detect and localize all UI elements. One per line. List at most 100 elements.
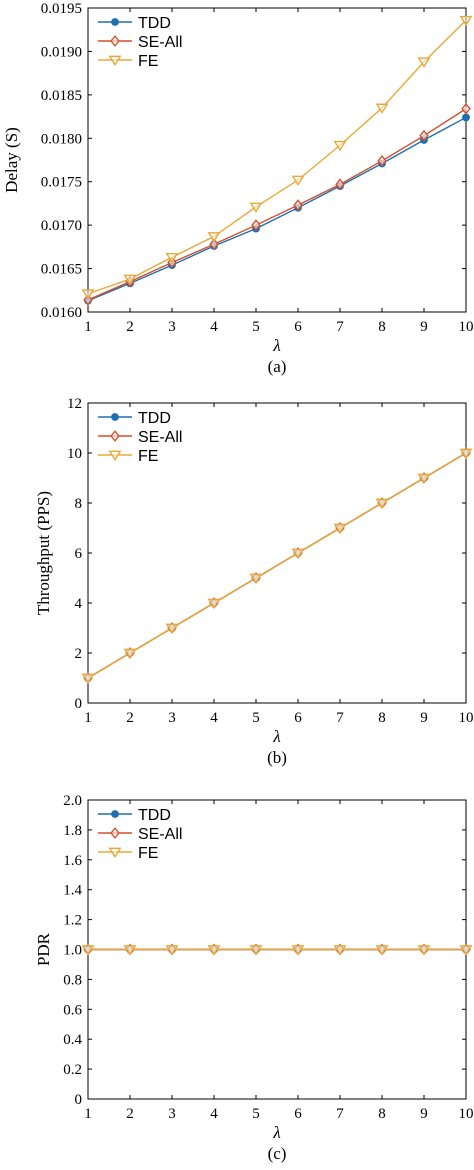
y-tick-label: 1.2: [63, 913, 82, 929]
data-point-fe: [165, 945, 179, 956]
x-tick-label: 6: [294, 710, 302, 726]
panel-caption: (b): [267, 748, 287, 767]
x-axis-label: λ: [272, 336, 280, 355]
series-fe: [81, 448, 473, 685]
data-point-se-all: [209, 238, 219, 251]
data-point-fe: [123, 945, 137, 956]
series-line-fe: [87, 452, 467, 679]
y-axis-label: PDR: [34, 932, 53, 966]
x-tick-label: 5: [252, 319, 260, 335]
y-tick-label: 1.0: [63, 943, 82, 959]
chart-panel-1: 1 2 3 4 5 6 7 8 9 10 0.0160 0.0165 0.0170 0.0175 0.018…: [2, 1, 474, 376]
legend-marker: [108, 450, 122, 462]
data-point-fe: [459, 448, 473, 460]
series-line-tdd: [87, 116, 467, 302]
data-point-se-all: [461, 102, 471, 115]
x-tick-label: 9: [420, 1106, 428, 1122]
y-tick-label: 0.2: [63, 1062, 82, 1078]
y-tick-label: 8: [75, 496, 83, 512]
y-tick-label: 2: [75, 646, 83, 662]
y-tick-label: 12: [67, 396, 82, 412]
data-point-fe: [291, 548, 305, 560]
legend-marker: [111, 810, 119, 818]
x-tick-label: 9: [420, 710, 428, 726]
plot-frame: [87, 7, 467, 313]
x-tick-label: 3: [168, 1106, 176, 1122]
data-point-tdd: [462, 113, 470, 122]
legend-marker: [110, 827, 120, 839]
y-axis-label: Delay (S): [2, 127, 21, 193]
data-point-fe: [459, 945, 473, 956]
data-point-fe: [123, 648, 137, 660]
x-tick-label: 8: [378, 1106, 386, 1122]
x-tick-label: 4: [210, 319, 218, 335]
y-axis-label: Throughput (PPS): [34, 491, 53, 615]
legend-marker: [108, 847, 122, 859]
data-point-fe: [375, 103, 389, 114]
data-point-fe: [81, 673, 95, 685]
y-tick-label: 0.0165: [41, 262, 82, 278]
y-tick-label: 1.6: [63, 853, 82, 869]
y-tick-label: 1.8: [63, 823, 82, 839]
x-tick-label: 6: [294, 319, 302, 335]
panel-caption: (a): [268, 357, 287, 376]
y-tick-label: 1.4: [63, 883, 82, 899]
data-point-se-all: [377, 154, 387, 167]
legend-label: SE-All: [138, 826, 182, 843]
data-point-fe: [207, 598, 221, 610]
x-tick-label: 1: [84, 319, 92, 335]
series-fe: [81, 15, 473, 300]
series-se-all: [83, 102, 471, 306]
legend: TDD SE-All FE: [98, 15, 182, 70]
y-tick-label: 0.0180: [41, 131, 82, 147]
x-tick-label: 6: [294, 1106, 302, 1122]
x-tick-label: 1: [84, 1106, 92, 1122]
legend: TDD SE-All FE: [98, 807, 182, 862]
series-line-fe: [87, 19, 467, 295]
x-tick-label: 3: [168, 319, 176, 335]
data-point-se-all: [251, 219, 261, 232]
x-tick-label: 1: [84, 710, 92, 726]
legend-label: SE-All: [138, 429, 182, 446]
data-point-fe: [375, 498, 389, 510]
y-tick-label: 0.0170: [41, 218, 82, 234]
chart-panel-3: 1 2 3 4 5 6 7 8 9 10 0 0.2 0.4 0.6 0.8 1.0 1.2 1.4 1.6 1.8 2…: [34, 793, 474, 1163]
y-tick-label: 2.0: [63, 793, 82, 809]
data-point-se-all: [83, 293, 93, 306]
y-tick-label: 0.0175: [41, 175, 82, 191]
data-point-fe: [333, 945, 347, 956]
data-point-fe: [249, 573, 263, 585]
data-point-fe: [207, 232, 221, 243]
y-tick-label: 10: [67, 446, 82, 462]
series-fe: [81, 945, 473, 956]
data-point-fe: [417, 473, 431, 485]
x-tick-label: 7: [336, 710, 344, 726]
legend-label: TDD: [138, 15, 171, 32]
data-point-fe: [123, 274, 137, 285]
data-point-fe: [291, 175, 305, 186]
legend-label: FE: [138, 53, 158, 70]
y-tick-label: 4: [75, 596, 83, 612]
x-tick-label: 2: [126, 710, 134, 726]
x-tick-label: 7: [336, 1106, 344, 1122]
legend-marker: [108, 55, 122, 67]
y-tick-label: 0: [75, 1092, 83, 1108]
data-point-fe: [375, 945, 389, 956]
y-tick-label: 0.8: [63, 972, 82, 988]
data-point-fe: [291, 945, 305, 956]
x-tick-label: 5: [252, 710, 260, 726]
legend-marker: [111, 413, 119, 421]
y-tick-label: 0.4: [63, 1032, 82, 1048]
legend-label: FE: [138, 845, 158, 862]
legend: TDD SE-All FE: [98, 410, 182, 465]
legend-marker: [110, 430, 120, 442]
x-tick-label: 10: [459, 710, 474, 726]
legend-label: TDD: [138, 807, 171, 824]
x-tick-label: 3: [168, 710, 176, 726]
x-tick-label: 10: [459, 1106, 474, 1122]
x-axis-label: λ: [272, 727, 280, 746]
x-tick-label: 4: [210, 710, 218, 726]
y-tick-label: 0.0190: [41, 44, 82, 60]
